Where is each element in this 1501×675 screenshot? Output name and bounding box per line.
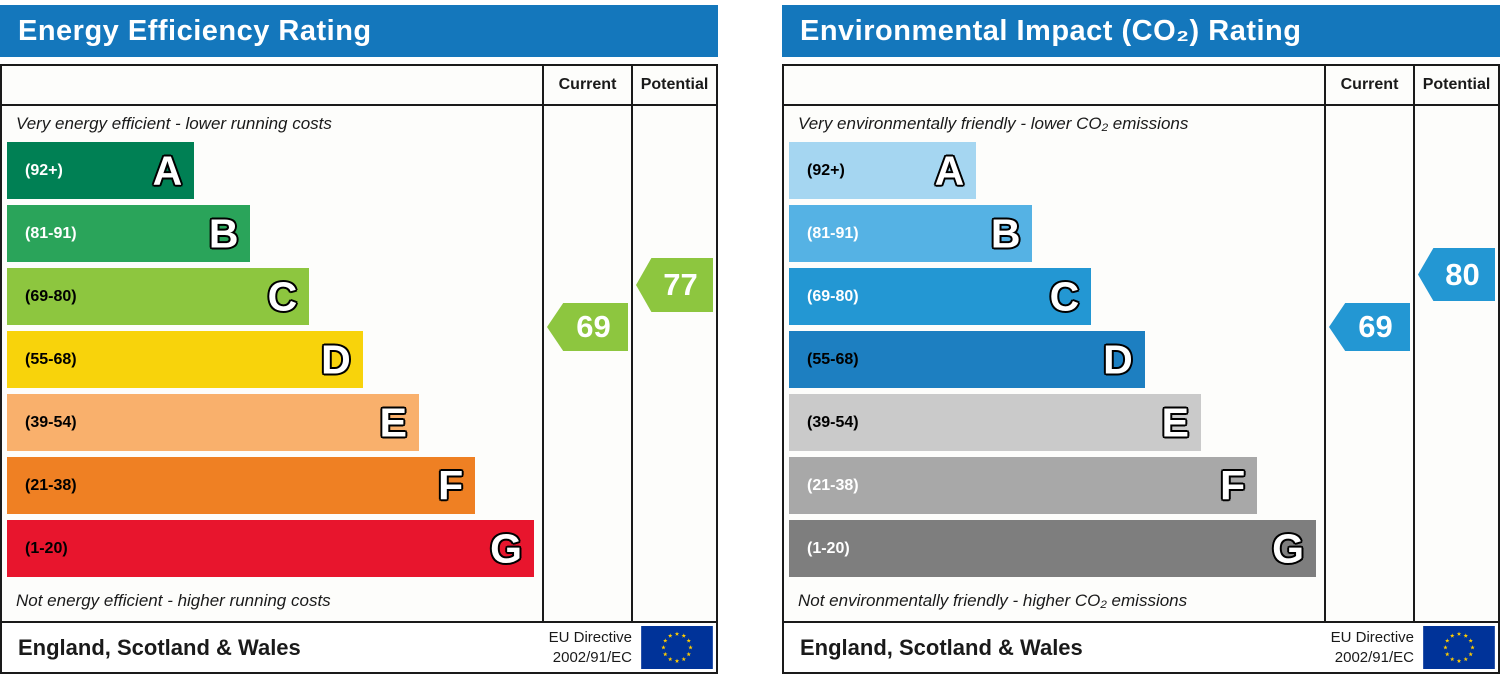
column-headers: Current Potential: [2, 66, 716, 106]
band-range-label: (55-68): [807, 350, 859, 368]
panel-title: Energy Efficiency Rating: [18, 14, 372, 47]
top-note: Very energy efficient - lower running co…: [16, 114, 332, 133]
band-range-label: (81-91): [25, 224, 77, 242]
band-a: (92+) A: [789, 142, 977, 199]
band-letter: C: [267, 273, 298, 319]
band-letter: E: [1161, 399, 1189, 445]
band-letter: F: [438, 462, 464, 508]
band-letter: A: [152, 147, 183, 193]
potential-rating-arrow: 77: [636, 258, 713, 312]
band-range-label: (92+): [807, 161, 845, 179]
column-headers: Current Potential: [784, 66, 1498, 106]
eu-flag-icon: [1423, 626, 1495, 669]
panel-title: Environmental Impact (CO₂) Rating: [800, 14, 1302, 47]
band-range-label: (1-20): [807, 539, 850, 557]
potential-rating-column: 77: [631, 106, 716, 621]
band-range-label: (81-91): [807, 224, 859, 242]
potential-column-header: Potential: [631, 66, 716, 104]
region-label: England, Scotland & Wales: [18, 634, 301, 660]
band-d: (55-68) D: [789, 331, 1145, 388]
rating-chart-body: Very energy efficient - lower running co…: [2, 106, 716, 621]
rating-bands-column: Very environmentally friendly - lower CO…: [784, 106, 1324, 621]
band-letter: G: [490, 525, 522, 571]
rating-bands-column: Very energy efficient - lower running co…: [2, 106, 542, 621]
band-letter: G: [1272, 525, 1304, 571]
band-f: (21-38) F: [7, 457, 476, 514]
current-rating-arrow: 69: [547, 303, 628, 351]
rating-chart-body: Very environmentally friendly - lower CO…: [784, 106, 1498, 621]
current-rating-column: 69: [1324, 106, 1413, 621]
bottom-note: Not environmentally friendly - higher CO…: [798, 591, 1188, 610]
panel-footer: England, Scotland & Wales EU Directive 2…: [782, 621, 1500, 674]
current-rating-value: 69: [1358, 309, 1393, 344]
panel-title-bar: Energy Efficiency Rating: [0, 5, 718, 57]
band-c: (69-80) C: [789, 268, 1092, 325]
eu-directive-line2: 2002/91/EC: [1334, 648, 1414, 666]
band-letter: D: [321, 336, 351, 382]
current-column-header: Current: [542, 66, 631, 104]
band-letter: D: [1103, 336, 1133, 382]
band-range-label: (39-54): [25, 413, 77, 431]
energy-efficiency-panel: Energy Efficiency Rating Current Potenti…: [0, 5, 718, 674]
band-range-label: (92+): [25, 161, 63, 179]
potential-rating-value: 77: [663, 267, 698, 302]
band-g: (1-20) G: [7, 520, 534, 577]
rating-bands: (92+) A (81-91) B (69-80) C (55-68) D: [789, 142, 1324, 577]
band-range-label: (55-68): [25, 350, 77, 368]
current-column-header: Current: [1324, 66, 1413, 104]
eu-directive-line1: EU Directive: [548, 629, 632, 646]
environmental-impact-panel: Environmental Impact (CO₂) Rating Curren…: [782, 5, 1500, 674]
band-letter: F: [1220, 462, 1246, 508]
band-c: (69-80) C: [7, 268, 310, 325]
region-label: England, Scotland & Wales: [800, 634, 1083, 660]
potential-rating-value: 80: [1445, 256, 1480, 292]
eu-directive-line2: 2002/91/EC: [552, 648, 632, 666]
band-b: (81-91) B: [789, 205, 1033, 262]
potential-rating-column: 80: [1413, 106, 1498, 621]
band-f: (21-38) F: [789, 457, 1258, 514]
panel-footer: England, Scotland & Wales EU Directive 2…: [0, 621, 718, 674]
eu-directive-label: EU Directive 2002/91/EC: [1331, 628, 1414, 667]
current-rating-arrow: 69: [1329, 303, 1410, 351]
top-note: Very environmentally friendly - lower CO…: [798, 114, 1189, 133]
band-range-label: (69-80): [807, 287, 859, 305]
band-a: (92+) A: [7, 142, 195, 199]
band-b: (81-91) B: [7, 205, 251, 262]
band-e: (39-54) E: [789, 394, 1201, 451]
potential-rating-arrow: 80: [1418, 248, 1495, 301]
column-header-spacer: [2, 66, 542, 104]
band-e: (39-54) E: [7, 394, 419, 451]
band-letter: A: [934, 147, 965, 193]
band-letter: B: [208, 210, 239, 256]
panel-title-bar: Environmental Impact (CO₂) Rating: [782, 5, 1500, 57]
band-range-label: (21-38): [807, 476, 859, 494]
bottom-note: Not energy efficient - higher running co…: [16, 591, 331, 610]
band-d: (55-68) D: [7, 331, 363, 388]
rating-table: Current Potential Very environmentally f…: [782, 64, 1500, 623]
column-header-spacer: [784, 66, 1324, 104]
rating-table: Current Potential Very energy efficient …: [0, 64, 718, 623]
eu-directive-label: EU Directive 2002/91/EC: [549, 628, 632, 667]
band-letter: B: [990, 210, 1021, 256]
eu-flag-icon: [641, 626, 713, 669]
band-range-label: (21-38): [25, 476, 77, 494]
band-range-label: (39-54): [807, 413, 859, 431]
band-range-label: (1-20): [25, 539, 68, 557]
band-range-label: (69-80): [25, 287, 77, 305]
potential-column-header: Potential: [1413, 66, 1498, 104]
rating-bands: (92+) A (81-91) B (69-80) C (55-68) D: [7, 142, 542, 577]
band-letter: E: [379, 399, 407, 445]
band-letter: C: [1049, 273, 1080, 319]
band-g: (1-20) G: [789, 520, 1316, 577]
eu-directive-line1: EU Directive: [1330, 629, 1414, 646]
current-rating-value: 69: [576, 309, 611, 344]
current-rating-column: 69: [542, 106, 631, 621]
